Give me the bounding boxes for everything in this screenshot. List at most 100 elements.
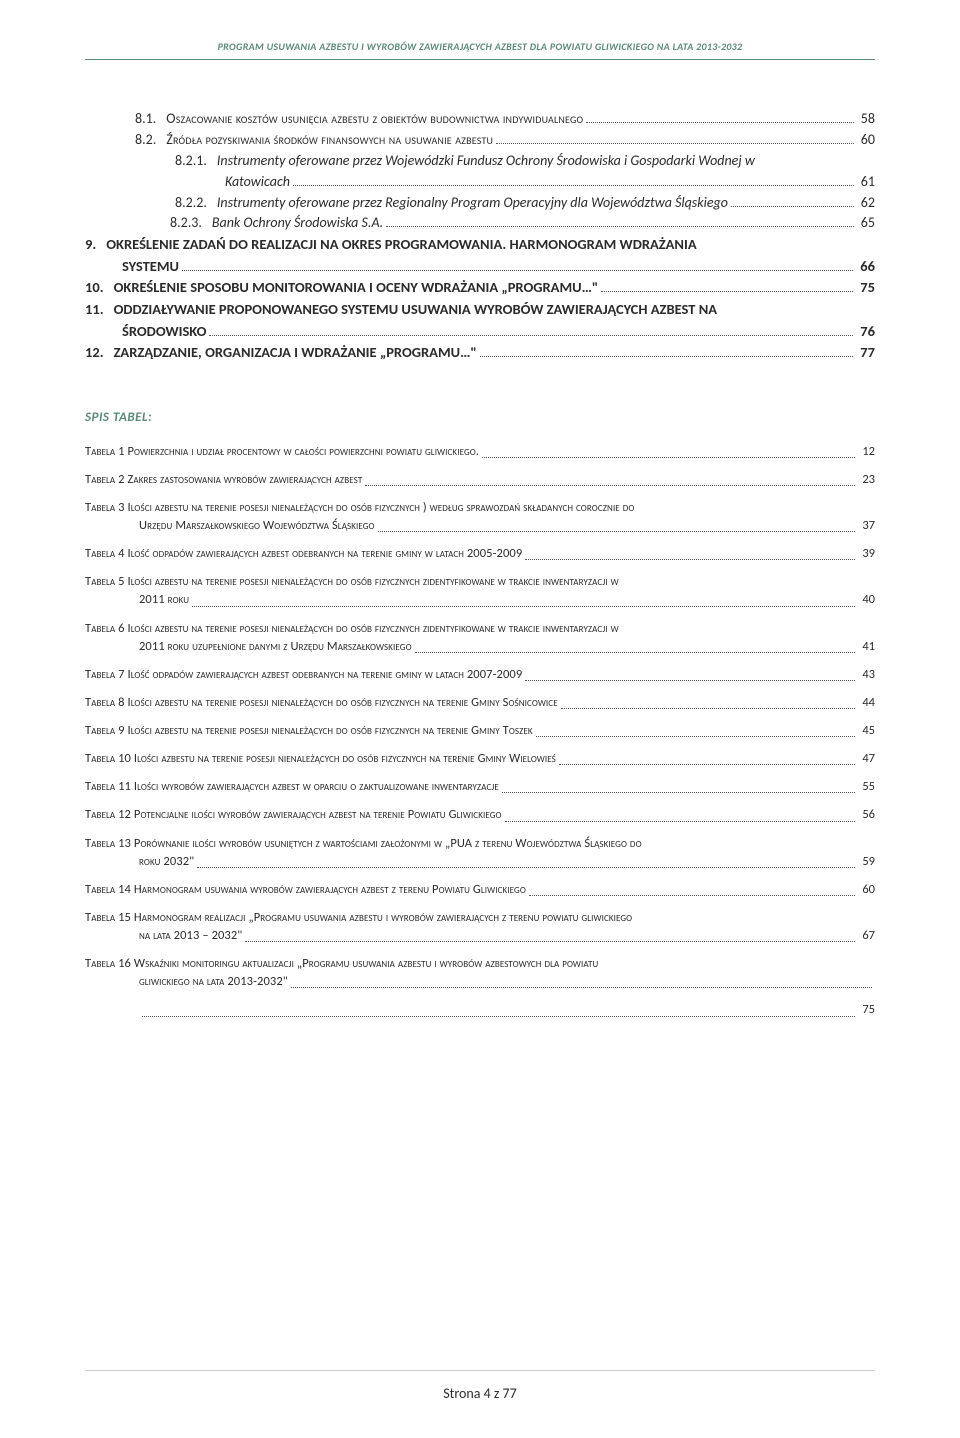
toc-page: 37 [858, 517, 875, 535]
toc-leaders [529, 895, 855, 896]
table-text: 2011 roku uzupełnione danymi z Urzędu Ma… [85, 638, 412, 656]
table-text: Tabela 14 Harmonogram usuwania wyrobów z… [85, 881, 526, 899]
toc-number: 8.2.3. [170, 214, 212, 233]
table-row: Tabela 12 Potencjalne ilości wyrobów zaw… [85, 806, 875, 824]
table-text: Tabela 10 Ilości azbestu na terenie pose… [85, 750, 556, 768]
toc-row: Katowicach61 [85, 173, 875, 192]
toc-leaders [192, 606, 855, 607]
toc-number: 8.1. [135, 110, 166, 129]
toc-leaders [525, 559, 855, 560]
tables-list: Tabela 1 Powierzchnia i udział procentow… [85, 443, 875, 1030]
toc-leaders [536, 736, 856, 737]
table-text: Tabela 15 Harmonogram realizacji „Progra… [85, 909, 632, 927]
table-row: Tabela 14 Harmonogram usuwania wyrobów z… [85, 881, 875, 899]
table-row: Tabela 9 Ilości azbestu na terenie poses… [85, 722, 875, 740]
table-row: Tabela 4 Ilość odpadów zawierających azb… [85, 545, 875, 563]
toc-row: 10.OKREŚLENIE SPOSOBU MONITOROWANIA I OC… [85, 278, 875, 298]
table-row: Tabela 3 Ilości azbestu na terenie poses… [85, 499, 875, 517]
table-row: Tabela 5 Ilości azbestu na terenie poses… [85, 573, 875, 591]
toc-leaders [365, 485, 855, 486]
toc-row: ŚRODOWISKO 76 [85, 322, 875, 342]
toc-page: 45 [858, 722, 875, 740]
toc-leaders [496, 143, 854, 144]
toc-text: Źródła pozyskiwania środków finansowych … [166, 131, 493, 150]
toc-leaders [245, 941, 855, 942]
toc-row: 8.1.Oszacowanie kosztów usunięcia azbest… [85, 110, 875, 129]
toc-row: 8.2.3.Bank Ochrony Środowiska S.A. 65 [85, 214, 875, 233]
table-row: Tabela 8 Ilości azbestu na terenie poses… [85, 694, 875, 712]
toc-leaders [505, 821, 856, 822]
toc-leaders [559, 764, 855, 765]
toc-number: 10. [85, 278, 114, 298]
table-row: 2011 roku uzupełnione danymi z Urzędu Ma… [85, 638, 875, 656]
table-row: Tabela 16 Wskaźniki monitoringu aktualiz… [85, 955, 875, 973]
toc-number: 9. [85, 235, 106, 255]
toc-row: 8.2.2.Instrumenty oferowane przez Region… [85, 194, 875, 213]
toc-section: 8.1.Oszacowanie kosztów usunięcia azbest… [85, 110, 875, 365]
toc-leaders [182, 270, 853, 271]
table-text: Tabela 13 Porównanie ilości wyrobów usun… [85, 835, 642, 853]
table-row: Tabela 13 Porównanie ilości wyrobów usun… [85, 835, 875, 853]
toc-text: Oszacowanie kosztów usunięcia azbestu z … [166, 110, 583, 129]
toc-row: 12.ZARZĄDZANIE, ORGANIZACJA I WDRAŻANIE … [85, 343, 875, 363]
toc-page: 60 [857, 131, 875, 150]
toc-leaders [415, 652, 856, 653]
toc-text: ZARZĄDZANIE, ORGANIZACJA I WDRAŻANIE „PR… [114, 343, 477, 363]
table-text: Tabela 5 Ilości azbestu na terenie poses… [85, 573, 619, 591]
table-row: Tabela 15 Harmonogram realizacji „Progra… [85, 909, 875, 927]
toc-page: 55 [858, 778, 875, 796]
toc-page: 58 [857, 110, 875, 129]
toc-page: 39 [858, 545, 875, 563]
toc-text: ŚRODOWISKO [122, 322, 206, 342]
table-row: Tabela 6 Ilości azbestu na terenie poses… [85, 620, 875, 638]
table-row: roku 2032" 59 [85, 853, 875, 871]
toc-page: 76 [856, 322, 875, 342]
toc-leaders [731, 206, 854, 207]
toc-page: 44 [858, 694, 875, 712]
toc-leaders [142, 1016, 855, 1017]
table-text: na lata 2013 – 2032" [85, 927, 242, 945]
toc-text: ODDZIAŁYWANIE PROPONOWANEGO SYSTEMU USUW… [114, 300, 717, 320]
table-text: gliwickiego na lata 2013-2032" [85, 973, 288, 991]
toc-page: 12 [858, 443, 875, 461]
toc-leaders [601, 291, 853, 292]
toc-leaders [378, 531, 856, 532]
toc-row: 9.OKREŚLENIE ZADAŃ DO REALIZACJI NA OKRE… [85, 235, 875, 255]
table-text: Urzędu Marszałkowskiego Województwa Śląs… [85, 517, 375, 535]
spis-tabel-heading: SPIS TABEL: [85, 410, 875, 425]
toc-leaders [480, 356, 854, 357]
toc-number: 8.2.1. [175, 152, 217, 171]
table-text: Tabela 11 Ilości wyrobów zawierających a… [85, 778, 499, 796]
toc-text: Instrumenty oferowane przez Regionalny P… [217, 194, 728, 213]
table-text: Tabela 2 Zakres zastosowania wyrobów zaw… [85, 471, 362, 489]
table-text: roku 2032" [85, 853, 194, 871]
table-row: Urzędu Marszałkowskiego Województwa Śląs… [85, 517, 875, 535]
toc-leaders [482, 457, 855, 458]
toc-number: 12. [85, 343, 114, 363]
toc-page: 56 [858, 806, 875, 824]
toc-row: 8.2.Źródła pozyskiwania środków finansow… [85, 131, 875, 150]
toc-leaders [209, 335, 853, 336]
toc-number: 8.2. [135, 131, 166, 150]
toc-leaders [293, 185, 854, 186]
toc-page: 67 [858, 927, 875, 945]
table-row: na lata 2013 – 2032" 67 [85, 927, 875, 945]
toc-leaders [291, 987, 872, 988]
toc-number: 11. [85, 300, 114, 320]
toc-text: Katowicach [225, 173, 290, 192]
table-row: Tabela 1 Powierzchnia i udział procentow… [85, 443, 875, 461]
table-text: Tabela 12 Potencjalne ilości wyrobów zaw… [85, 806, 502, 824]
toc-page: 65 [857, 214, 875, 233]
toc-row: 11.ODDZIAŁYWANIE PROPONOWANEGO SYSTEMU U… [85, 300, 875, 320]
table-row: Tabela 11 Ilości wyrobów zawierających a… [85, 778, 875, 796]
toc-page: 47 [858, 750, 875, 768]
page-header: PROGRAM USUWANIA AZBESTU I WYROBÓW ZAWIE… [85, 40, 875, 60]
toc-leaders [502, 792, 855, 793]
toc-page: 59 [858, 853, 875, 871]
toc-leaders [586, 122, 853, 123]
toc-text: Bank Ochrony Środowiska S.A. [212, 214, 383, 233]
table-text: 2011 roku [85, 591, 189, 609]
table-text: Tabela 1 Powierzchnia i udział procentow… [85, 443, 479, 461]
toc-leaders [561, 708, 856, 709]
table-row: Tabela 7 Ilość odpadów zawierających azb… [85, 666, 875, 684]
